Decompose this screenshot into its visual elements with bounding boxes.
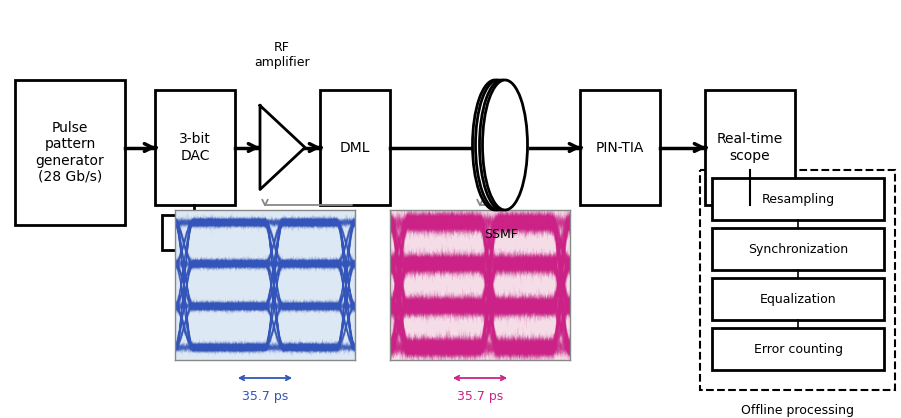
Text: 50 Ω: 50 Ω	[179, 226, 209, 239]
Text: DML: DML	[340, 140, 370, 155]
Bar	[712, 278, 884, 320]
Text: 35.7 ps: 35.7 ps	[241, 390, 288, 403]
Text: 3-bit
DAC: 3-bit DAC	[179, 133, 211, 163]
Ellipse shape	[476, 80, 521, 210]
Bar	[15, 80, 125, 225]
Text: Synchronization: Synchronization	[748, 242, 848, 255]
Text: Pulse
pattern
generator
(28 Gb/s): Pulse pattern generator (28 Gb/s)	[36, 121, 105, 184]
Ellipse shape	[472, 80, 517, 210]
Bar	[162, 215, 227, 250]
Ellipse shape	[483, 80, 527, 210]
Bar	[712, 228, 884, 270]
Text: Equalization: Equalization	[760, 293, 836, 306]
Text: SSMF: SSMF	[484, 228, 518, 241]
Bar	[580, 90, 660, 205]
Bar	[155, 90, 235, 205]
Bar	[700, 170, 895, 390]
Text: Resampling: Resampling	[761, 193, 834, 206]
Bar	[712, 178, 884, 220]
Bar	[712, 328, 884, 370]
Text: 35.7 ps: 35.7 ps	[457, 390, 503, 403]
Text: Real-time
scope: Real-time scope	[717, 133, 783, 163]
Text: Offline processing: Offline processing	[741, 404, 854, 417]
Bar	[705, 90, 795, 205]
Text: Error counting: Error counting	[753, 342, 842, 355]
Bar	[320, 90, 390, 205]
Polygon shape	[260, 105, 305, 189]
Text: RF
amplifier: RF amplifier	[254, 41, 310, 69]
Ellipse shape	[479, 80, 524, 210]
Text: PIN-TIA: PIN-TIA	[596, 140, 644, 155]
